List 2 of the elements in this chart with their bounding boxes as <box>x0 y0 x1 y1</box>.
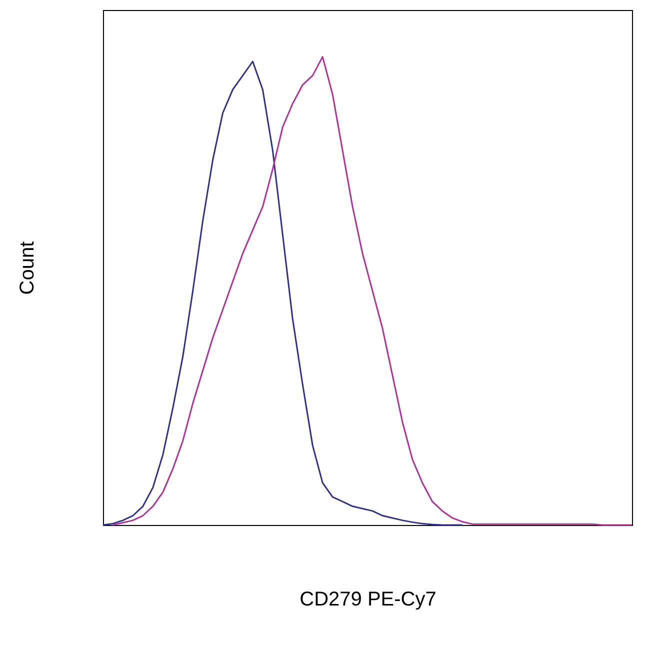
y-axis-title: Count <box>16 240 38 295</box>
x-axis-title: CD279 PE-Cy7 <box>300 588 436 610</box>
